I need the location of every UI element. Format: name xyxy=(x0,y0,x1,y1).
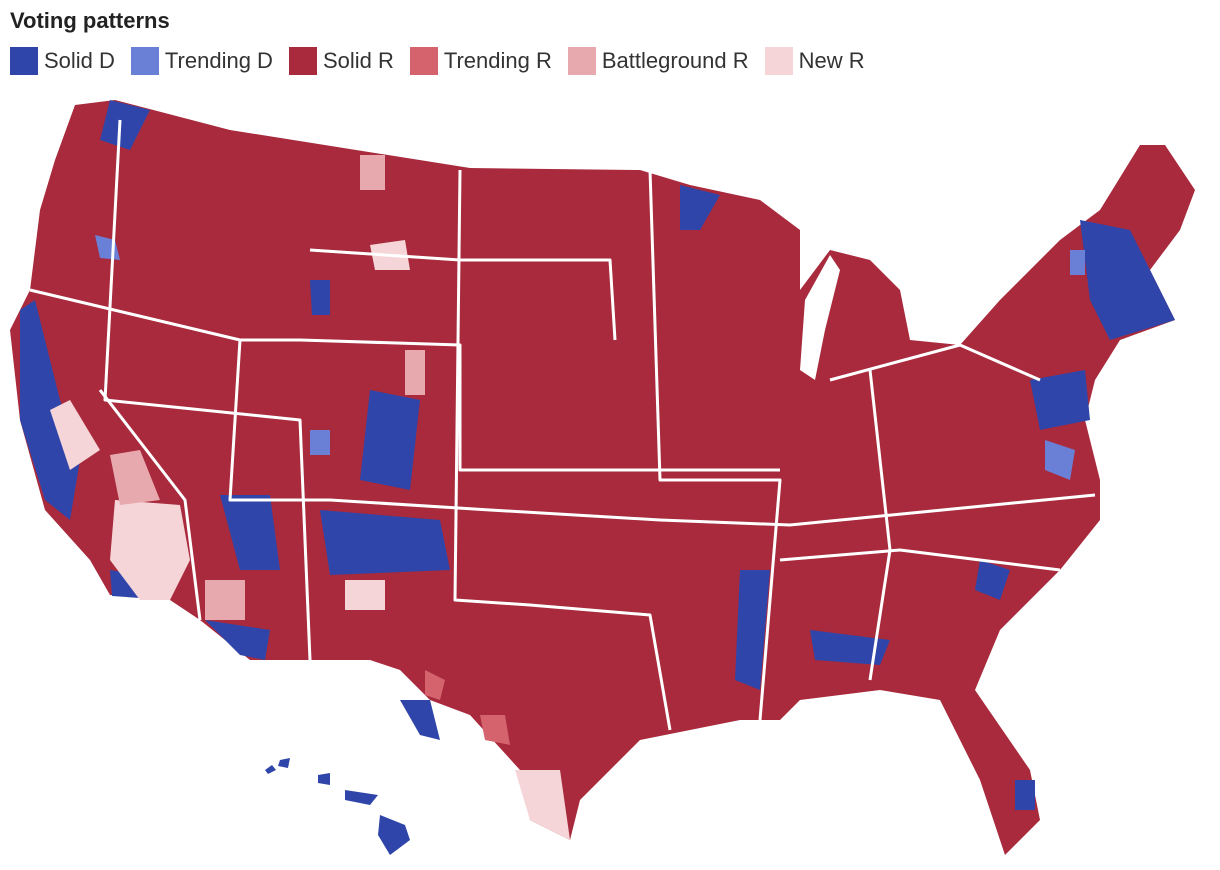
map-region xyxy=(265,765,276,774)
map-region xyxy=(1015,780,1035,810)
legend-item: Solid R xyxy=(288,47,394,75)
legend-swatch xyxy=(130,47,159,75)
contiguous-us xyxy=(10,100,1195,855)
legend-label: New R xyxy=(798,48,865,73)
map-region xyxy=(110,450,160,505)
legend-item: Solid D xyxy=(10,47,115,75)
map-region xyxy=(1045,440,1075,480)
legend-label: Solid R xyxy=(322,48,394,73)
state-border xyxy=(648,169,782,721)
map-region xyxy=(10,100,1195,855)
state-border xyxy=(779,548,1061,572)
map-region xyxy=(110,500,190,600)
legend-item: Battleground R xyxy=(567,47,749,75)
map-region xyxy=(220,495,280,570)
legend-label: Trending D xyxy=(164,48,273,73)
map-region xyxy=(680,185,720,230)
state-border xyxy=(29,288,780,472)
legend-label: Solid D xyxy=(44,48,115,73)
map-region xyxy=(425,670,445,700)
map-region xyxy=(100,100,150,150)
map-region xyxy=(310,430,330,455)
map-region xyxy=(480,715,510,745)
map-region xyxy=(318,773,330,785)
legend-swatch xyxy=(288,47,317,75)
map-region xyxy=(810,630,890,665)
legend-item: New R xyxy=(764,47,865,75)
map xyxy=(10,100,1195,855)
map-region xyxy=(1080,220,1175,340)
map-region xyxy=(320,510,450,575)
chart-title: Voting patterns xyxy=(10,8,170,33)
map-region xyxy=(310,280,330,315)
legend-label: Battleground R xyxy=(601,48,749,73)
state-border xyxy=(228,339,1096,527)
map-region xyxy=(975,560,1010,600)
state-border xyxy=(829,343,1041,382)
map-region xyxy=(735,570,770,690)
hawaii xyxy=(265,758,410,855)
legend-swatch xyxy=(764,47,793,75)
map-region xyxy=(278,758,290,768)
state-border xyxy=(309,248,617,341)
state-border xyxy=(453,169,672,731)
legend-item: Trending R xyxy=(409,47,552,75)
map-region xyxy=(345,580,385,610)
map-region xyxy=(205,580,245,620)
map-region xyxy=(405,350,425,395)
map-region xyxy=(515,770,570,840)
map-region xyxy=(1070,250,1085,275)
map-region xyxy=(360,390,420,490)
map-region xyxy=(50,400,100,470)
map-region xyxy=(345,790,378,805)
legend-label: Trending R xyxy=(443,48,552,73)
legend-swatch xyxy=(409,47,438,75)
legend-item: Trending D xyxy=(130,47,273,75)
map-region xyxy=(378,815,410,855)
map-region xyxy=(205,620,270,660)
map-region xyxy=(400,700,440,740)
lake-michigan xyxy=(800,255,840,380)
legend-swatch xyxy=(10,47,38,75)
state-border xyxy=(98,389,202,621)
legend: Solid D Trending D Solid R Trending R Battle… xyxy=(10,47,865,75)
state-border xyxy=(103,119,312,661)
legend-swatch xyxy=(567,47,596,75)
state-border xyxy=(868,369,892,681)
map-region xyxy=(1030,370,1090,430)
map-region xyxy=(360,155,385,190)
